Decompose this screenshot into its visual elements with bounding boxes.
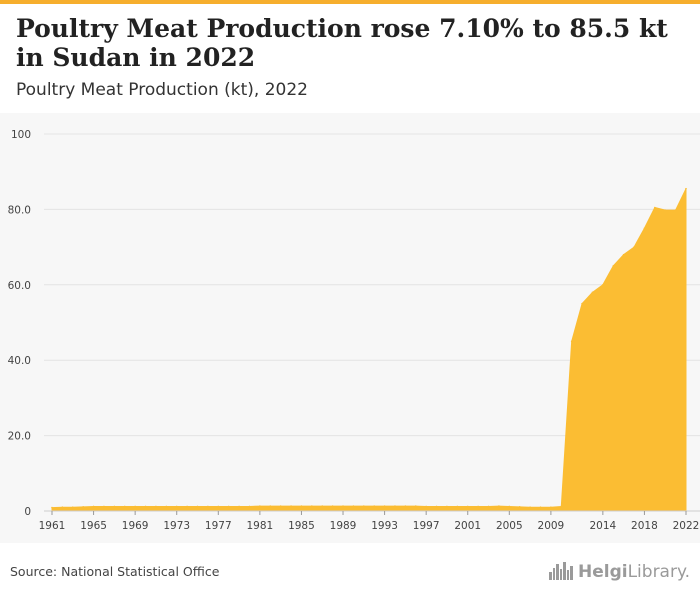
data-point (300, 505, 303, 507)
data-point (92, 505, 95, 508)
data-point (529, 506, 531, 509)
data-point (539, 506, 542, 509)
data-point (508, 505, 511, 508)
data-point (279, 505, 282, 507)
data-point (352, 505, 355, 507)
data-point (342, 505, 344, 507)
data-point (269, 505, 272, 507)
x-tick-label: 2022 (673, 520, 700, 532)
data-point (425, 505, 427, 508)
data-point (414, 505, 417, 507)
logo-text-bold: Helgi (577, 562, 628, 582)
city-skyline-icon (548, 560, 573, 585)
data-point (633, 246, 635, 248)
data-point (82, 506, 84, 508)
data-point (227, 505, 230, 508)
data-point (61, 506, 64, 509)
x-tick-label: 1961 (39, 520, 66, 532)
data-point (654, 206, 656, 209)
data-point (144, 505, 147, 508)
data-point (581, 302, 583, 305)
x-tick-label: 1965 (80, 520, 107, 532)
data-point (487, 505, 490, 508)
x-tick-label: 2018 (631, 520, 658, 532)
data-point (290, 505, 292, 507)
series-area-fill (51, 188, 687, 512)
accent-top-bar (0, 0, 700, 4)
data-point (466, 505, 469, 508)
data-point (550, 506, 552, 509)
data-point (674, 209, 677, 211)
x-tick-label: 1977 (205, 520, 232, 532)
data-point (186, 505, 188, 508)
data-point (331, 505, 334, 507)
y-tick-label: 40.0 (8, 355, 31, 367)
y-tick-label: 60.0 (8, 280, 31, 292)
x-tick-label: 1993 (371, 520, 398, 532)
x-tick-label: 2009 (538, 520, 565, 532)
x-tick-label: 1989 (330, 520, 357, 532)
data-point (394, 505, 396, 507)
data-point (248, 505, 251, 508)
x-tick-label: 1973 (163, 520, 190, 532)
data-point (321, 505, 324, 507)
x-tick-label: 1981 (247, 520, 274, 532)
y-tick-label: 0 (24, 506, 31, 518)
data-point (664, 209, 667, 211)
y-tick-label: 100 (11, 129, 31, 141)
logo-text-rest: Library. (627, 562, 690, 582)
data-point (113, 505, 116, 508)
data-point (446, 505, 448, 508)
data-point (51, 506, 53, 509)
data-point (123, 505, 126, 508)
y-tick-labels: 0 20.0 40.0 60.0 80.0 100 (8, 129, 31, 518)
data-point (685, 187, 687, 190)
data-point (155, 505, 157, 508)
x-tick-label: 2005 (496, 520, 523, 532)
data-point (560, 505, 563, 508)
data-point (165, 505, 168, 508)
x-tick-labels: 1961 1965 1969 1973 1977 1981 1985 1989 1993 1997… (39, 510, 700, 532)
data-point (175, 505, 178, 508)
data-point (643, 227, 646, 230)
data-point (612, 265, 615, 267)
chart-title: Poultry Meat Production rose 7.10% to 85… (16, 14, 668, 72)
data-point (259, 505, 261, 507)
data-point (622, 253, 625, 256)
brand-logo[interactable]: HelgiLibrary. (548, 560, 690, 585)
y-tick-label: 80.0 (8, 204, 31, 216)
data-point (134, 505, 136, 508)
data-point (602, 284, 604, 286)
source-note: Source: National Statistical Office (10, 564, 220, 579)
x-tick-label: 1985 (288, 520, 315, 532)
data-point (498, 505, 500, 507)
chart-subtitle: Poultry Meat Production (kt), 2022 (16, 80, 308, 100)
data-point (71, 506, 74, 509)
x-tick-label: 1969 (122, 520, 149, 532)
data-point (456, 505, 459, 508)
data-point (103, 505, 105, 508)
data-point (373, 505, 375, 507)
data-point (591, 291, 594, 294)
data-point (518, 506, 521, 508)
y-tick-label: 20.0 (8, 431, 31, 443)
x-tick-label: 1997 (413, 520, 440, 532)
data-point (477, 505, 479, 508)
data-point (311, 505, 313, 507)
x-tick-label: 2014 (589, 520, 616, 532)
data-point (207, 505, 209, 508)
x-tick-label: 2001 (454, 520, 481, 532)
data-point (404, 505, 407, 507)
data-point (383, 505, 386, 507)
data-point (570, 340, 573, 343)
data-point (217, 505, 220, 508)
data-point (435, 505, 438, 508)
data-points-layer (51, 187, 687, 509)
data-point (196, 505, 199, 508)
data-point (238, 505, 240, 508)
data-point (363, 505, 365, 507)
